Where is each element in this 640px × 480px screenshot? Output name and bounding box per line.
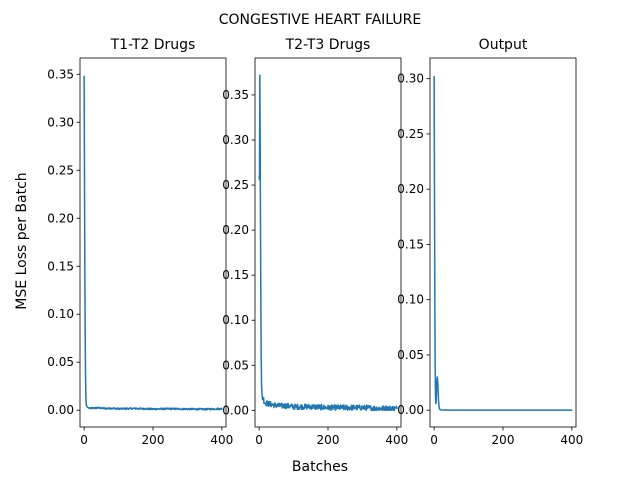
series-line-1 — [83, 75, 223, 411]
x-tick-label: 0 — [80, 433, 88, 447]
subplot-title: T1-T2 Drugs — [110, 37, 196, 53]
y-tick-label: 0.00 — [397, 403, 424, 417]
y-tick-label: 0.00 — [222, 403, 249, 417]
subplot-title: Output — [479, 37, 528, 53]
x-axis-label: Batches — [292, 459, 348, 475]
y-tick-label: 0.05 — [47, 355, 74, 369]
plot-frame — [79, 57, 227, 428]
subplot-title: T2-T3 Drugs — [285, 37, 371, 53]
subplot-2: T2-T3 Drugs 0 200 400 0.00 0.05 0.10 0.15 0.20 0.… — [222, 37, 408, 447]
y-tick-label: 0.30 — [397, 72, 424, 86]
x-tick-label: 0 — [255, 433, 263, 447]
plot-frame — [254, 57, 402, 428]
y-tick-label: 0.20 — [47, 211, 74, 225]
y-tick-label: 0.05 — [397, 348, 424, 362]
y-tick-label: 0.00 — [47, 403, 74, 417]
subplot-3: Output 0 200 400 0.00 0.05 0.10 0.15 0.20 0.25 0.3… — [397, 37, 583, 447]
x-tick-label: 400 — [210, 433, 233, 447]
y-tick-label: 0.15 — [222, 268, 249, 282]
x-tick-label: 200 — [317, 433, 340, 447]
y-tick-label: 0.35 — [222, 88, 249, 102]
y-tick-label: 0.15 — [47, 259, 74, 273]
y-tick-label: 0.10 — [222, 313, 249, 327]
y-tick-label: 0.25 — [47, 163, 74, 177]
plot-frame — [429, 57, 577, 428]
subplot-1: T1-T2 Drugs 0 200 400 0.00 0.05 0.10 0.15 0.20 0.… — [47, 37, 233, 447]
x-tick-label: 400 — [560, 433, 583, 447]
series-line-1 — [258, 74, 398, 412]
y-tick-label: 0.25 — [397, 127, 424, 141]
y-tick-label: 0.30 — [47, 115, 74, 129]
x-tick-label: 400 — [385, 433, 408, 447]
y-axis-label: MSE Loss per Batch — [14, 172, 30, 309]
y-tick-label: 0.10 — [397, 293, 424, 307]
y-tick-label: 0.15 — [397, 237, 424, 251]
y-tick-label: 0.35 — [47, 67, 74, 81]
y-tick-label: 0.05 — [222, 358, 249, 372]
chart-suptitle: CONGESTIVE HEART FAILURE — [219, 12, 421, 28]
y-tick-label: 0.30 — [222, 133, 249, 147]
x-tick-label: 200 — [142, 433, 165, 447]
y-tick-label: 0.20 — [397, 182, 424, 196]
y-tick-label: 0.10 — [47, 307, 74, 321]
y-tick-label: 0.20 — [222, 223, 249, 237]
y-tick-label: 0.25 — [222, 178, 249, 192]
x-tick-label: 0 — [430, 433, 438, 447]
x-tick-label: 200 — [492, 433, 515, 447]
series-line-1 — [433, 75, 573, 411]
subplot-panels: T1-T2 Drugs 0 200 400 0.00 0.05 0.10 0.15 0.20 0.… — [47, 37, 583, 447]
